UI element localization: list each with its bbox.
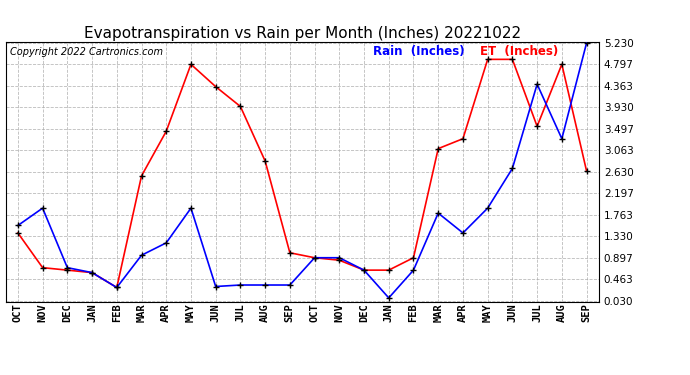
Text: ET  (Inches): ET (Inches): [480, 45, 558, 58]
Text: Copyright 2022 Cartronics.com: Copyright 2022 Cartronics.com: [10, 47, 164, 57]
Title: Evapotranspiration vs Rain per Month (Inches) 20221022: Evapotranspiration vs Rain per Month (In…: [83, 26, 521, 41]
Text: Rain  (Inches): Rain (Inches): [373, 45, 465, 58]
